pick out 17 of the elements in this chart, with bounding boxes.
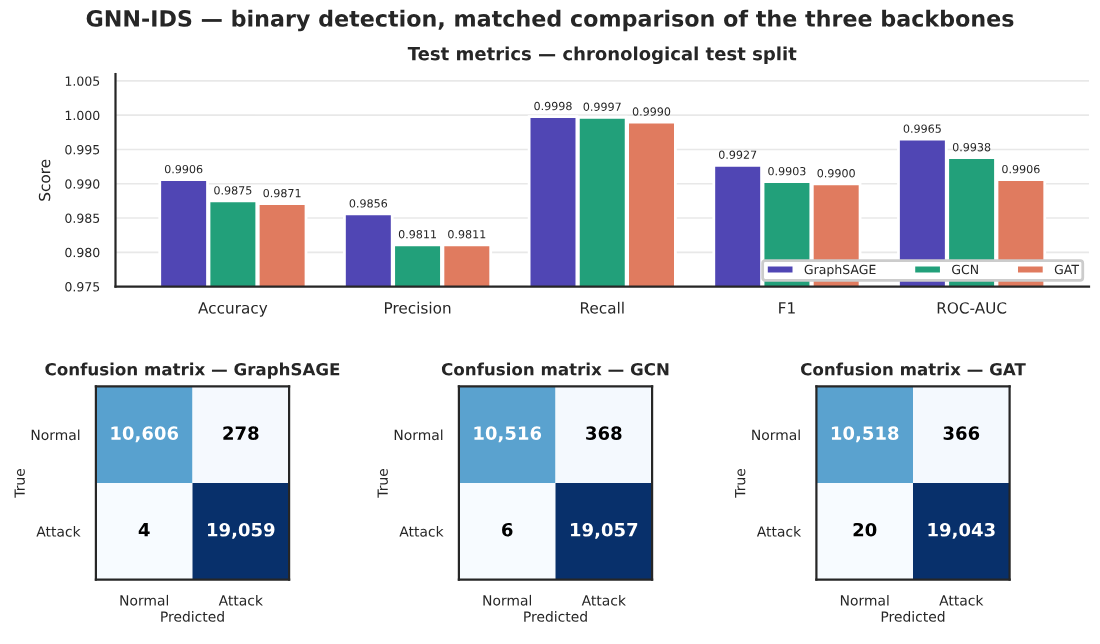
data-label: 20 (853, 522, 877, 537)
data-label: 10,606 (111, 426, 179, 443)
chart-title: GNN-IDS — binary detection, matched comparison of the three backbones (86, 9, 1014, 32)
chart-title: Confusion matrix — GAT (801, 362, 1026, 376)
data-label: 19,059 (208, 522, 275, 539)
data-label: 4 (138, 523, 150, 537)
data-label: 278 (223, 426, 259, 440)
data-label: 19,043 (928, 522, 995, 539)
data-label: 10,518 (831, 426, 899, 443)
data-label: 6 (502, 522, 513, 537)
data-label: 10,516 (474, 426, 542, 443)
data-label: 19,057 (571, 522, 638, 539)
chart-title: Confusion matrix — GraphSAGE (45, 362, 340, 379)
chart-title: Confusion matrix — GCN (441, 362, 669, 376)
data-label: 368 (586, 426, 622, 440)
chart-subtitle: Test metrics — chronological test split (407, 46, 797, 65)
data-label: 366 (943, 426, 980, 440)
